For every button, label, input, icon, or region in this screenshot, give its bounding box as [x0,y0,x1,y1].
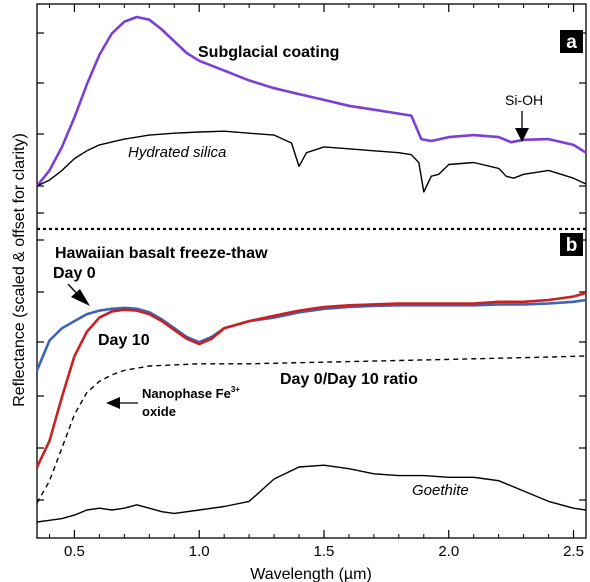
series-line-subglacial-coating [35,15,587,187]
panel-b-tag: b [566,235,578,256]
nanophase-arrow-head [106,397,120,409]
spectral-curves [35,15,587,523]
si-oh-arrow-head [515,128,529,142]
panel-a-badge [560,30,583,53]
day0-arrow-head [71,289,90,306]
label-nanophase: Nanophase Fe3+ [142,385,240,401]
panel-a-tag: a [566,32,577,53]
label-hydrated-silica: Hydrated silica [128,144,226,161]
x-tick-label-2: 1.5 [314,543,335,560]
label-day-0: Day 0 [53,265,96,282]
series-line-goethite [36,464,587,523]
x-axis-label: Wavelength (µm) [250,566,372,582]
label-nanophase-superscript: 3+ [231,385,240,394]
plot-frame [36,3,587,539]
label-goethite: Goethite [412,482,469,499]
x-tick-label-1: 1.0 [189,543,210,560]
label-si-oh: Si-OH [505,92,543,108]
label-subglacial-coating: Subglacial coating [198,44,339,61]
series-line-day-10 [35,291,587,468]
label-ratio: Day 0/Day 10 ratio [280,371,418,388]
y-axis-label: Reflectance (scaled & offset for clarity… [11,133,28,407]
x-tick-label-0: 0.5 [64,543,85,560]
panel-b-badge [560,233,583,256]
x-tick-label-4: 2.5 [563,543,584,560]
label-oxide: oxide [142,404,176,419]
axis-ticks: 0.5 1.0 1.5 2.0 2.5 [37,4,586,560]
panel-b-title: Hawaiian basalt freeze-thaw [55,245,268,262]
series-line-hydrated-silica [36,130,587,193]
x-tick-label-3: 2.0 [438,543,459,560]
series-line-day-0-day-10-ratio [36,355,587,504]
label-day-10: Day 10 [98,332,150,349]
